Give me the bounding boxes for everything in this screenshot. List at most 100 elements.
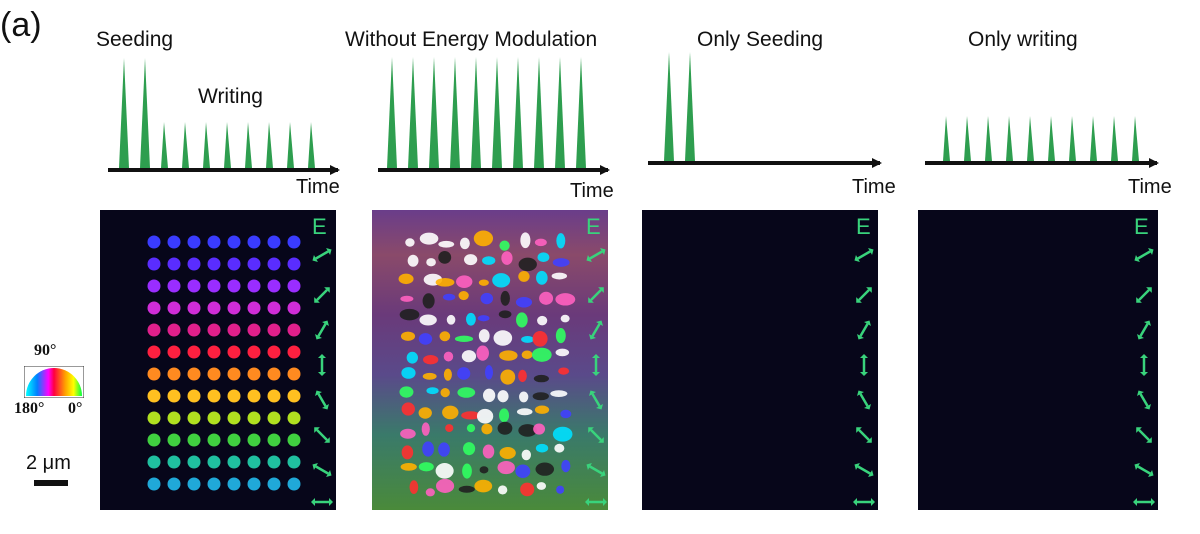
arrow-column [1133,248,1155,506]
polarization-arrow-icon [586,248,606,262]
writing-pulse [985,116,992,161]
damage-spot [501,251,513,265]
nanodot [207,389,221,403]
damage-spot [499,408,510,423]
damage-spot [518,270,530,282]
polarization-arrow-icon [1137,320,1151,340]
damage-spot [476,345,489,361]
damage-spot [438,442,450,457]
damage-spot [435,463,454,479]
damage-spot [458,291,469,301]
writing-pulse [308,122,315,168]
nanodot [207,323,221,337]
nanodot [287,257,301,271]
damage-spot [561,459,571,473]
damage-spot [534,238,547,247]
nanodot [167,301,181,315]
nanodot [147,301,161,315]
pulse [576,57,586,168]
scheme-3-time-label: Time [852,176,896,198]
writing-pulse [1090,116,1097,161]
damage-spot [463,442,476,456]
damage-spot [560,409,572,419]
damage-spot [440,387,450,398]
damage-spot [497,421,513,435]
damage-spot [482,444,495,459]
writing-pulse [1048,116,1055,161]
nanodot [227,477,241,491]
damage-spot [500,369,516,385]
nanodot [287,279,301,293]
polarization-arrow-icon [318,354,326,376]
image-without-modulation: E [372,210,608,510]
polarization-arrow-icon [312,463,332,477]
nanodot [167,257,181,271]
writing-pulse [203,122,210,168]
nanodot [267,411,281,425]
nanodot [287,345,301,359]
damage-spot [457,387,476,398]
polarization-arrow-icon [585,498,607,506]
pulse [492,57,502,168]
damage-spot [536,270,548,285]
damage-spot [418,462,434,472]
scheme-2-time-label: Time [570,180,614,202]
damage-spot [399,386,414,398]
nanodot [247,455,261,469]
polarization-arrow-icon [586,463,606,477]
damage-spot [446,314,456,325]
nanodot [247,389,261,403]
damage-spot [435,278,455,287]
damage-spot [436,478,455,493]
polarization-arrow-icon [592,354,600,376]
polarization-arrow-icon [311,498,333,506]
damage-spot [555,293,576,306]
damage-spot [419,232,439,245]
damage-spot [418,333,433,345]
scale-bar [34,480,68,486]
pulse [408,57,418,168]
damage-spot [520,232,531,249]
damage-spot [406,351,418,364]
nanodot [227,345,241,359]
nanodot [287,235,301,249]
nanodot [147,389,161,403]
nanodot [147,279,161,293]
damage-spot [480,292,494,305]
writing-pulse [1069,116,1076,161]
polarization-arrow-icon [1137,390,1151,410]
image-seeding-writing: E [100,210,336,510]
damage-spot [552,426,573,442]
nanodot [147,455,161,469]
nanodot [227,433,241,447]
damage-spot [401,445,414,460]
nanodot [227,279,241,293]
damage-spot [454,335,474,342]
writing-pulse [1006,116,1013,161]
nanodot [207,279,221,293]
nanodot [187,477,201,491]
damage-spot [499,447,516,459]
damage-spot [457,367,471,380]
damage-spot [438,240,455,248]
damage-spot [521,449,531,461]
damage-spot [515,464,531,479]
scheme-2-diagram [378,57,610,175]
damage-spot [518,257,537,272]
damage-spot [422,441,434,457]
polarization-arrow-icon [854,463,874,477]
color-wheel-legend [24,366,84,398]
pulse [534,57,544,168]
nanodot [147,235,161,249]
polarization-arrow-icon [856,287,872,303]
damage-spot [535,443,549,453]
field-label: E [1134,214,1149,239]
seeding-pulse [664,52,674,161]
damage-spot [552,258,570,267]
nanodot [247,411,261,425]
field-label: E [586,214,601,239]
nanodot [207,235,221,249]
scheme-4-diagram [925,116,1159,168]
writing-pulse [1132,116,1139,161]
damage-spot [533,374,549,383]
